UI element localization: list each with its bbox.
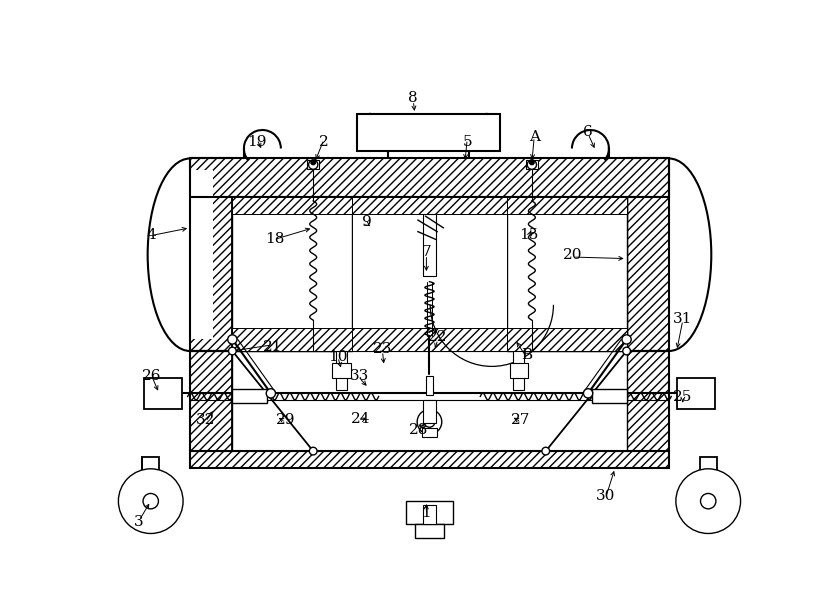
Circle shape: [530, 160, 534, 165]
Bar: [507, 328, 627, 351]
Text: 25: 25: [673, 390, 692, 404]
Polygon shape: [167, 170, 213, 339]
Text: 31: 31: [673, 312, 692, 326]
Bar: [507, 197, 627, 351]
Bar: [307, 160, 319, 169]
Circle shape: [118, 469, 183, 533]
Text: 7: 7: [422, 245, 432, 260]
Text: 15: 15: [519, 229, 539, 242]
Polygon shape: [190, 351, 232, 451]
Circle shape: [527, 160, 536, 169]
Bar: [676, 378, 715, 409]
Text: 1: 1: [422, 506, 432, 520]
Bar: [406, 501, 453, 524]
Text: 28: 28: [409, 423, 428, 437]
Text: 9: 9: [362, 215, 372, 229]
Text: 4: 4: [147, 229, 157, 242]
Bar: [190, 159, 669, 197]
Bar: [232, 197, 352, 351]
Text: A: A: [529, 130, 540, 144]
Text: 23: 23: [373, 343, 392, 357]
Text: 2: 2: [319, 135, 328, 149]
Circle shape: [228, 335, 237, 344]
Text: 3: 3: [134, 515, 144, 529]
Bar: [190, 451, 669, 468]
Circle shape: [676, 469, 741, 533]
Bar: [423, 400, 436, 423]
Circle shape: [542, 447, 550, 455]
Text: 24: 24: [351, 412, 370, 426]
Circle shape: [308, 160, 318, 169]
Circle shape: [417, 410, 442, 434]
Text: 30: 30: [596, 489, 615, 502]
Bar: [232, 328, 352, 351]
Polygon shape: [190, 197, 232, 351]
Circle shape: [229, 347, 236, 355]
Bar: [422, 428, 437, 437]
Bar: [232, 389, 267, 403]
Bar: [333, 363, 351, 378]
Bar: [352, 328, 507, 351]
Text: 18: 18: [265, 232, 284, 247]
Text: 22: 22: [428, 330, 447, 344]
Text: 8: 8: [408, 92, 418, 105]
Text: B: B: [521, 348, 532, 362]
Bar: [510, 363, 528, 378]
Text: 32: 32: [196, 413, 215, 427]
Bar: [336, 351, 347, 389]
Circle shape: [143, 493, 158, 509]
Text: 10: 10: [328, 350, 348, 364]
Circle shape: [266, 389, 276, 398]
Text: 26: 26: [142, 368, 161, 383]
Bar: [514, 351, 525, 389]
Bar: [423, 214, 436, 276]
Circle shape: [309, 447, 317, 455]
Bar: [422, 505, 437, 524]
Bar: [525, 160, 538, 169]
Circle shape: [311, 160, 316, 165]
Bar: [232, 197, 627, 351]
Bar: [142, 458, 159, 496]
Circle shape: [583, 389, 592, 398]
Text: 20: 20: [563, 248, 582, 262]
Bar: [357, 114, 499, 151]
Bar: [232, 351, 627, 451]
Polygon shape: [627, 351, 669, 451]
Bar: [700, 458, 716, 496]
Text: 6: 6: [583, 125, 593, 138]
Bar: [592, 389, 627, 403]
Circle shape: [424, 416, 435, 427]
Bar: [352, 197, 507, 214]
Text: 19: 19: [247, 135, 266, 149]
Text: 21: 21: [262, 340, 282, 354]
Text: 33: 33: [349, 368, 369, 383]
Text: 5: 5: [463, 135, 472, 149]
Text: 29: 29: [276, 413, 295, 427]
Circle shape: [622, 335, 631, 344]
Bar: [232, 197, 352, 214]
Bar: [352, 214, 507, 328]
Polygon shape: [627, 197, 669, 351]
Bar: [507, 197, 627, 214]
Circle shape: [701, 493, 716, 509]
Bar: [144, 378, 183, 409]
Circle shape: [623, 347, 630, 355]
Text: 27: 27: [511, 413, 530, 427]
Bar: [415, 524, 444, 538]
Bar: [426, 376, 433, 395]
